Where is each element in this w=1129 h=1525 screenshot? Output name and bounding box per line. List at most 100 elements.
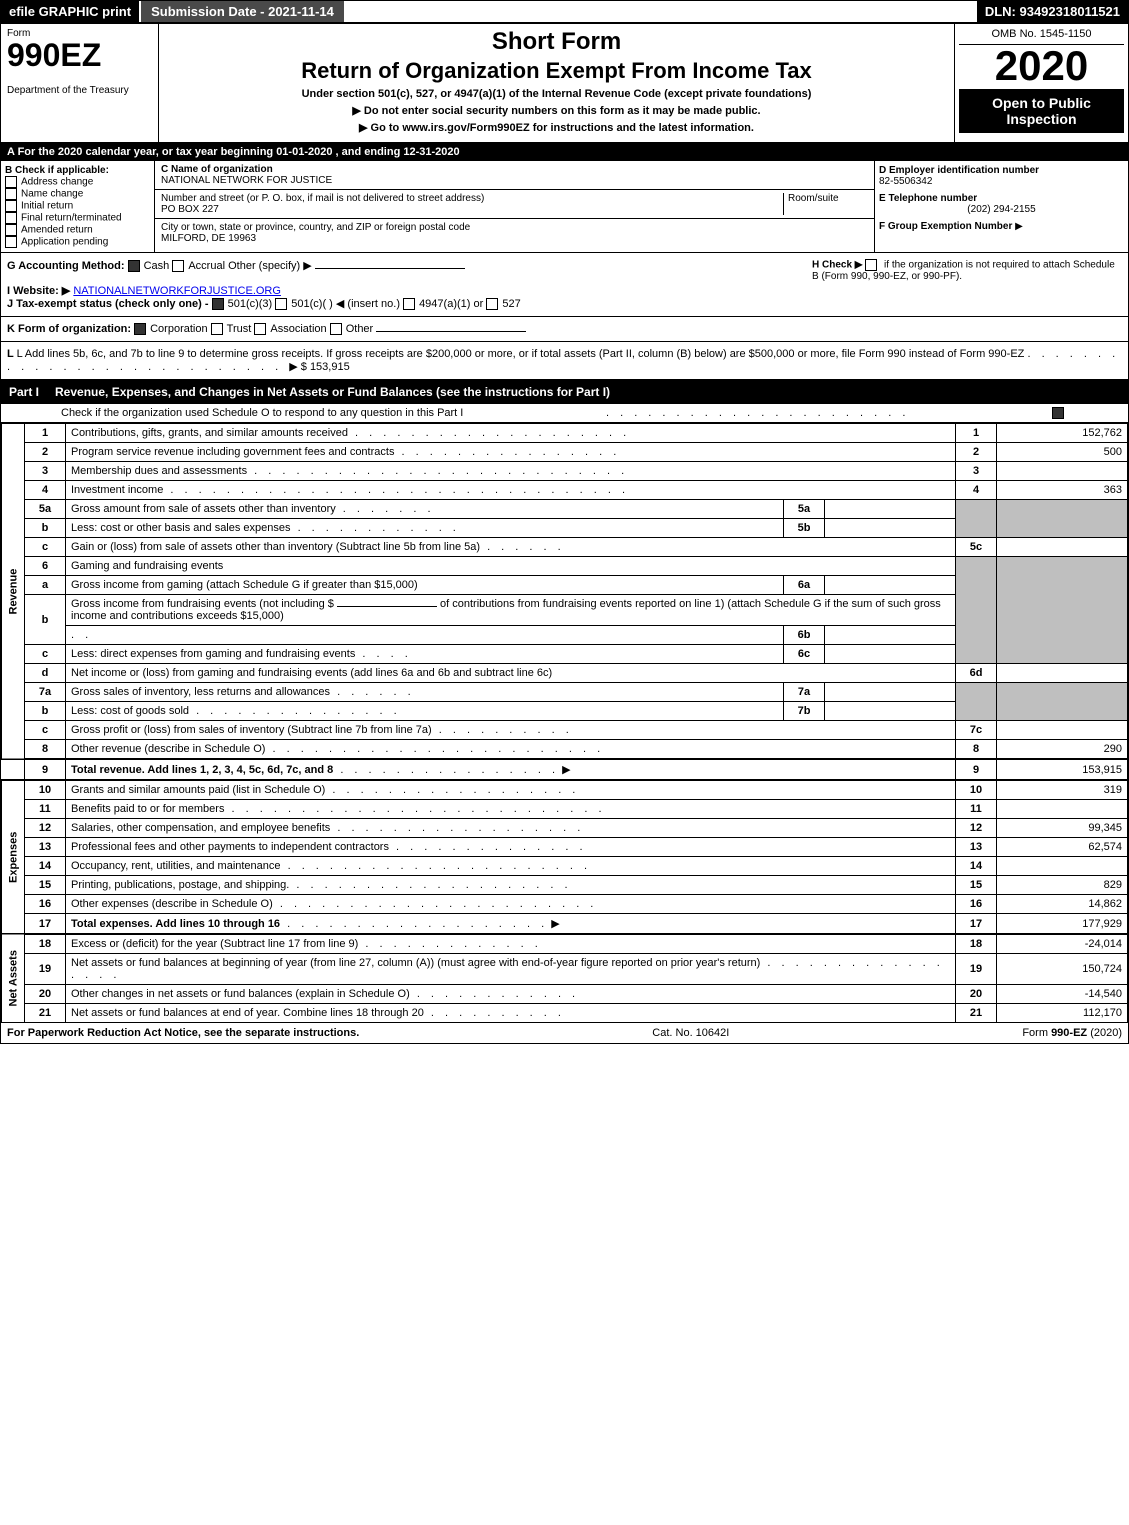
line-7a-num: 7a [25,683,66,702]
line-2-num: 2 [25,443,66,462]
line-7a-subval[interactable] [825,683,956,702]
line-13-desc: Professional fees and other payments to … [71,841,389,853]
line-4-val: 363 [997,481,1128,500]
line-13-val: 62,574 [997,838,1128,857]
final-return-checkbox[interactable] [5,212,17,224]
line-1-rnum: 1 [956,424,997,443]
k-other-input[interactable] [376,331,526,332]
line-10-desc: Grants and similar amounts paid (list in… [71,784,325,796]
submission-date-button[interactable]: Submission Date - 2021-11-14 [141,1,346,22]
k-corp: Corporation [150,323,207,335]
line-15-rnum: 15 [956,876,997,895]
line-5a-num: 5a [25,500,66,519]
cash-checkbox[interactable] [128,260,140,272]
efile-print-button[interactable]: efile GRAPHIC print [1,1,141,22]
line-18-desc: Excess or (deficit) for the year (Subtra… [71,938,358,950]
j-501c-checkbox[interactable] [275,298,287,310]
line-10-num: 10 [25,780,66,800]
line-18-rnum: 18 [956,934,997,954]
line-6b-subval[interactable] [825,626,956,645]
line-7c-rnum: 7c [956,721,997,740]
line-6b-input[interactable] [337,606,437,607]
line-21-desc: Net assets or fund balances at end of ye… [71,1007,424,1019]
h-label: H Check ▶ [812,260,862,271]
g-other-input[interactable] [315,268,465,269]
line-9-rnum: 9 [956,759,997,780]
j-527: 527 [502,298,520,310]
line-4-num: 4 [25,481,66,500]
line-6c-num: c [25,645,66,664]
line-5c-val [997,538,1128,557]
department-label: Department of the Treasury [7,85,152,96]
line-8-rnum: 8 [956,740,997,760]
line-18-val: -24,014 [997,934,1128,954]
line-12-rnum: 12 [956,819,997,838]
net-assets-side-label: Net Assets [2,934,25,1023]
k-trust-checkbox[interactable] [211,323,223,335]
row-a-tax-year: A For the 2020 calendar year, or tax yea… [1,143,1128,161]
part-1-header: Part I Revenue, Expenses, and Changes in… [1,380,1128,404]
part-1-label: Part I [1,382,47,402]
line-7b-subval[interactable] [825,702,956,721]
k-other-checkbox[interactable] [330,323,342,335]
line-2-val: 500 [997,443,1128,462]
line-4-rnum: 4 [956,481,997,500]
accrual-checkbox[interactable] [172,260,184,272]
line-11-num: 11 [25,800,66,819]
website-link[interactable]: NATIONALNETWORKFORJUSTICE.ORG [73,285,281,297]
dln-value: 93492318011521 [1019,4,1120,19]
line-6d-num: d [25,664,66,683]
line-20-rnum: 20 [956,985,997,1004]
line-19-num: 19 [25,954,66,985]
form-number: 990EZ [7,39,152,71]
g-label: G Accounting Method: [7,260,125,272]
c-city-label: City or town, state or province, country… [161,222,470,233]
line-6b-num: b [25,595,66,645]
form-header: Form 990EZ Department of the Treasury Sh… [1,24,1128,143]
line-16-desc: Other expenses (describe in Schedule O) [71,898,273,910]
room-suite-label: Room/suite [788,193,839,204]
ssn-warning: ▶ Do not enter social security numbers o… [163,104,950,117]
line-5b-subval[interactable] [825,519,956,538]
schedule-o-checkbox[interactable] [1052,407,1064,419]
line-13-num: 13 [25,838,66,857]
line-6b-sub: 6b [784,626,825,645]
initial-return-checkbox[interactable] [5,200,17,212]
goto-link[interactable]: ▶ Go to www.irs.gov/Form990EZ for instru… [163,121,950,134]
open-to-public: Open to Public Inspection [959,89,1124,133]
application-pending-checkbox[interactable] [5,236,17,248]
line-5a-subval[interactable] [825,500,956,519]
line-20-val: -14,540 [997,985,1128,1004]
j-527-checkbox[interactable] [486,298,498,310]
line-16-num: 16 [25,895,66,914]
h-checkbox[interactable] [865,259,877,271]
line-18-num: 18 [25,934,66,954]
line-3-desc: Membership dues and assessments [71,465,247,477]
j-501c3-checkbox[interactable] [212,298,224,310]
k-assoc-checkbox[interactable] [254,323,266,335]
line-6c-subval[interactable] [825,645,956,664]
line-1-num: 1 [25,424,66,443]
line-9-val: 153,915 [997,759,1128,780]
c-name-label: C Name of organization [161,164,273,175]
line-6c-desc: Less: direct expenses from gaming and fu… [71,648,355,660]
dln-prefix: DLN: [985,4,1016,19]
line-6a-subval[interactable] [825,576,956,595]
line-5c-desc: Gain or (loss) from sale of assets other… [71,541,480,553]
b-opt-0: Address change [21,177,93,188]
j-4947-checkbox[interactable] [403,298,415,310]
top-bar: efile GRAPHIC print Submission Date - 20… [1,1,1128,24]
return-title: Return of Organization Exempt From Incom… [163,58,950,84]
line-12-num: 12 [25,819,66,838]
line-6d-desc: Net income or (loss) from gaming and fun… [66,664,956,683]
footer-center: Cat. No. 10642I [652,1027,729,1039]
name-change-checkbox[interactable] [5,188,17,200]
d-ein-label: D Employer identification number [879,165,1124,176]
line-7b-sub: 7b [784,702,825,721]
amended-return-checkbox[interactable] [5,224,17,236]
page-footer: For Paperwork Reduction Act Notice, see … [1,1023,1128,1043]
line-5b-sub: 5b [784,519,825,538]
k-corp-checkbox[interactable] [134,323,146,335]
address-change-checkbox[interactable] [5,176,17,188]
dots: . . . . . . . . . . . . . . . . . . . . … [606,407,909,419]
